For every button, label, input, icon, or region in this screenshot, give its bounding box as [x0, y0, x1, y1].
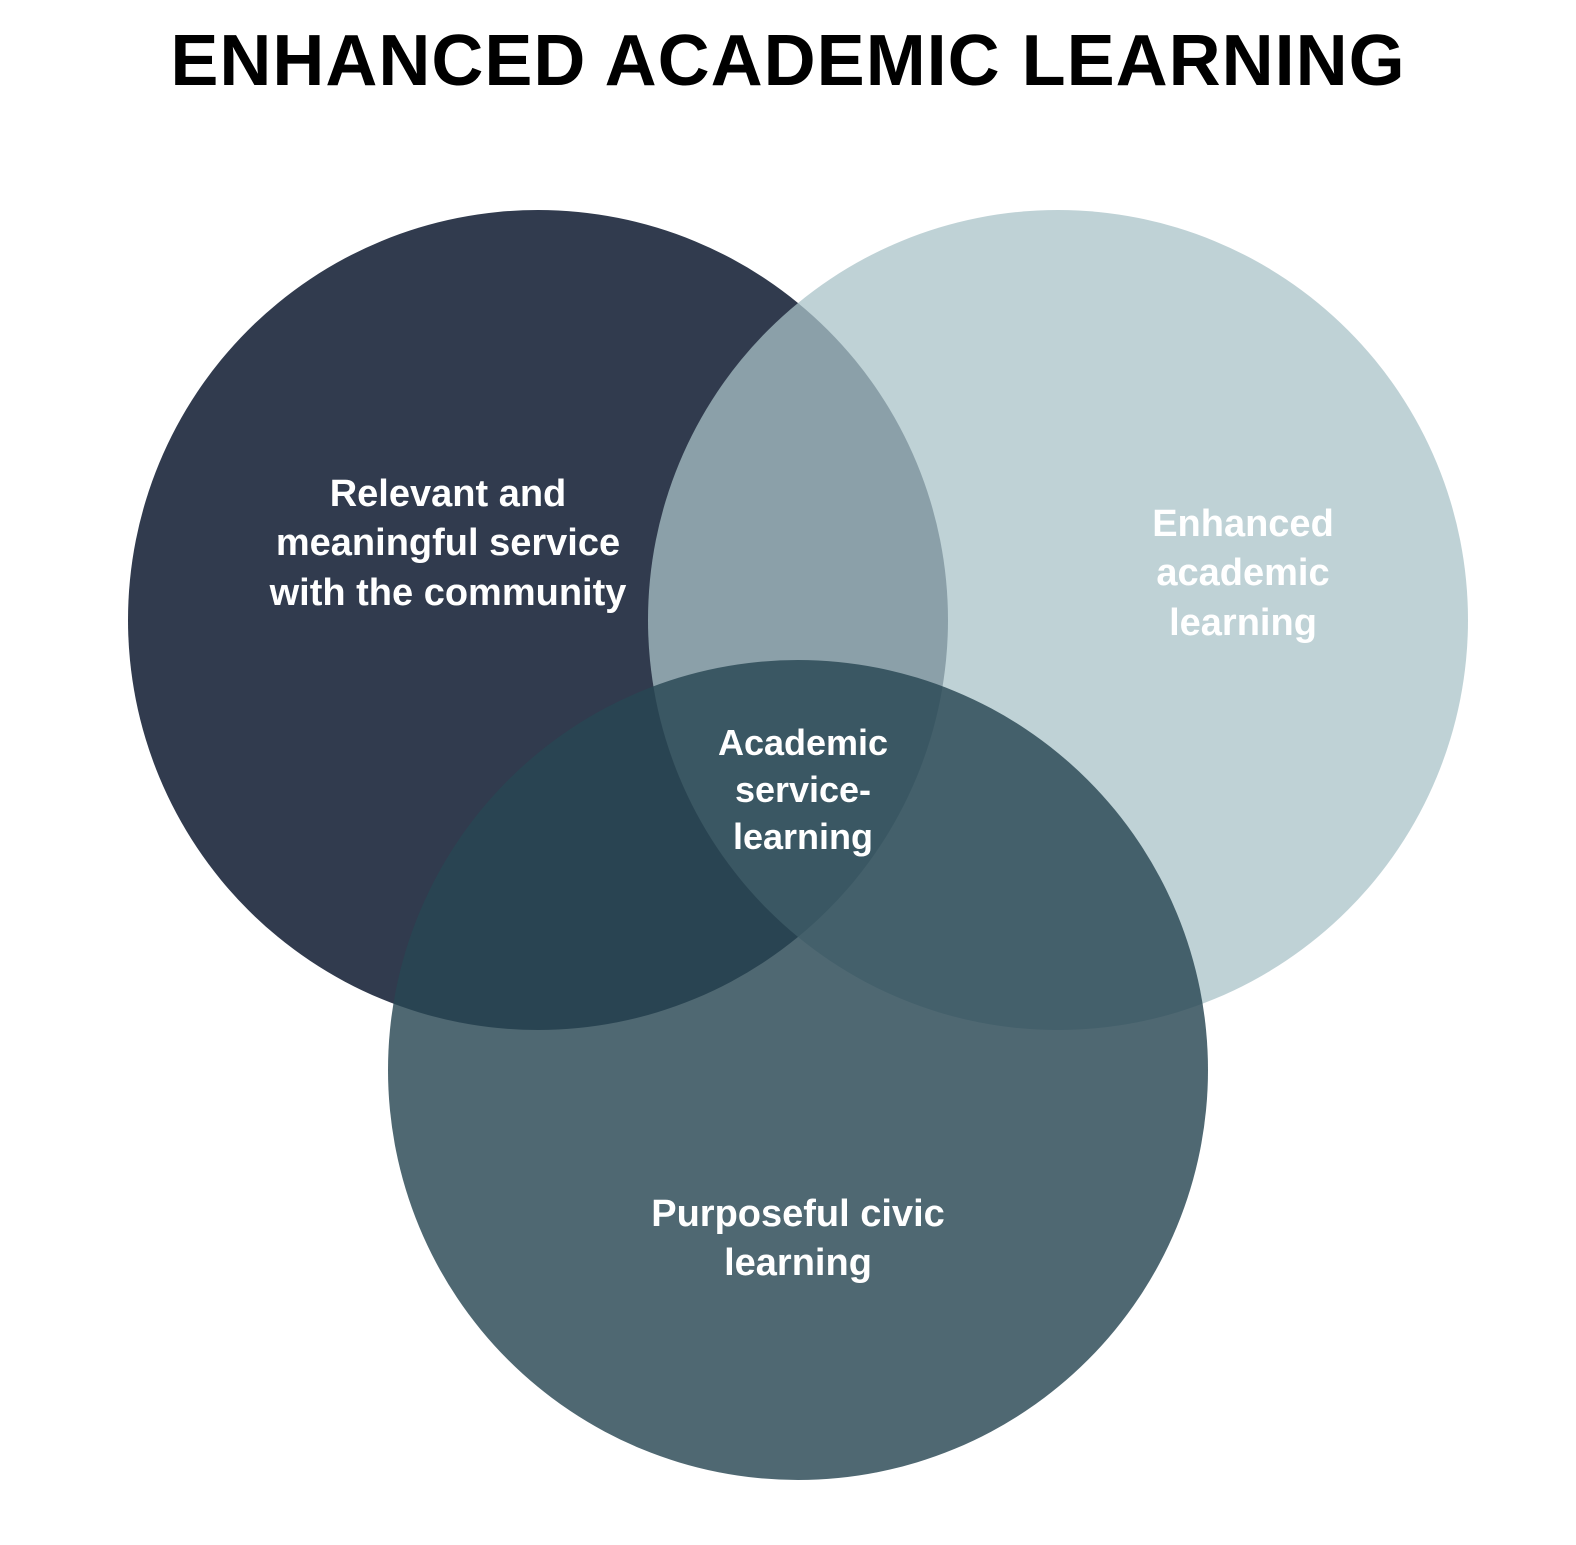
venn-diagram: Relevant and meaningful service with the… [88, 140, 1488, 1540]
venn-label-right: Enhanced academic learning [1098, 500, 1388, 648]
venn-label-center: Academic service-learning [673, 720, 933, 860]
diagram-title: ENHANCED ACADEMIC LEARNING [170, 20, 1405, 102]
venn-label-left: Relevant and meaningful service with the… [268, 470, 628, 618]
venn-label-bottom: Purposeful civic learning [578, 1190, 1018, 1289]
